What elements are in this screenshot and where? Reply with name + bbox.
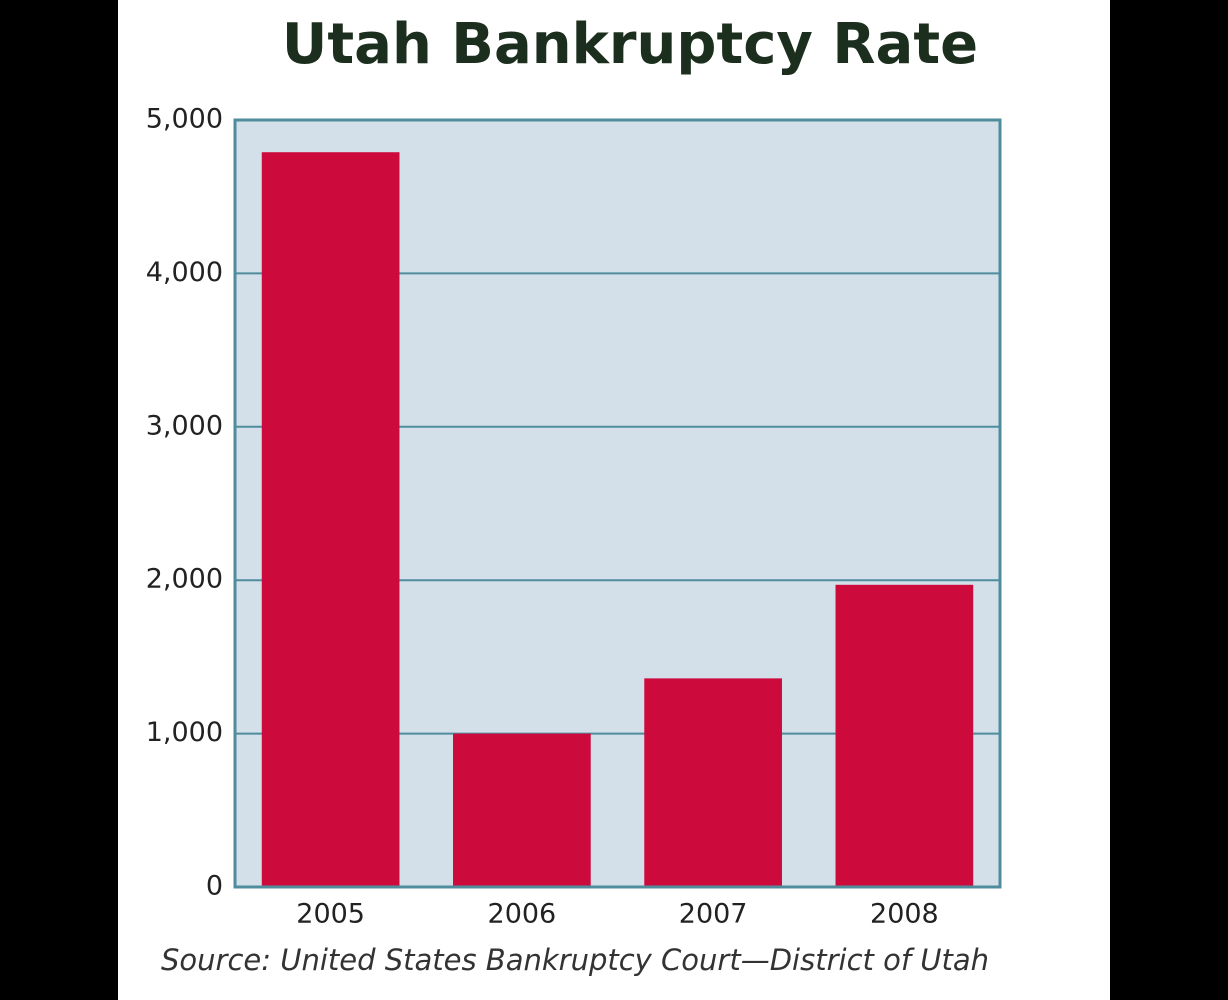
bar xyxy=(835,584,974,887)
x-tick-label: 2008 xyxy=(870,899,939,930)
plot-border xyxy=(233,118,1002,889)
y-tick-label: 1,000 xyxy=(146,717,223,748)
bar xyxy=(261,152,400,888)
x-tick-label: 2006 xyxy=(488,899,557,930)
x-tick-label: 2005 xyxy=(296,899,365,930)
y-tick-label: 5,000 xyxy=(146,104,223,135)
source-note: Source: United States Bankruptcy Court—D… xyxy=(161,943,989,977)
bar xyxy=(644,678,782,887)
y-tick-label: 3,000 xyxy=(146,410,223,441)
x-tick-label: 2007 xyxy=(679,899,748,930)
chart-title: Utah Bankruptcy Rate xyxy=(282,12,978,77)
y-tick-label: 2,000 xyxy=(146,564,223,595)
y-tick-label: 4,000 xyxy=(146,257,223,288)
bar xyxy=(453,733,591,887)
y-tick-label: 0 xyxy=(206,871,223,902)
